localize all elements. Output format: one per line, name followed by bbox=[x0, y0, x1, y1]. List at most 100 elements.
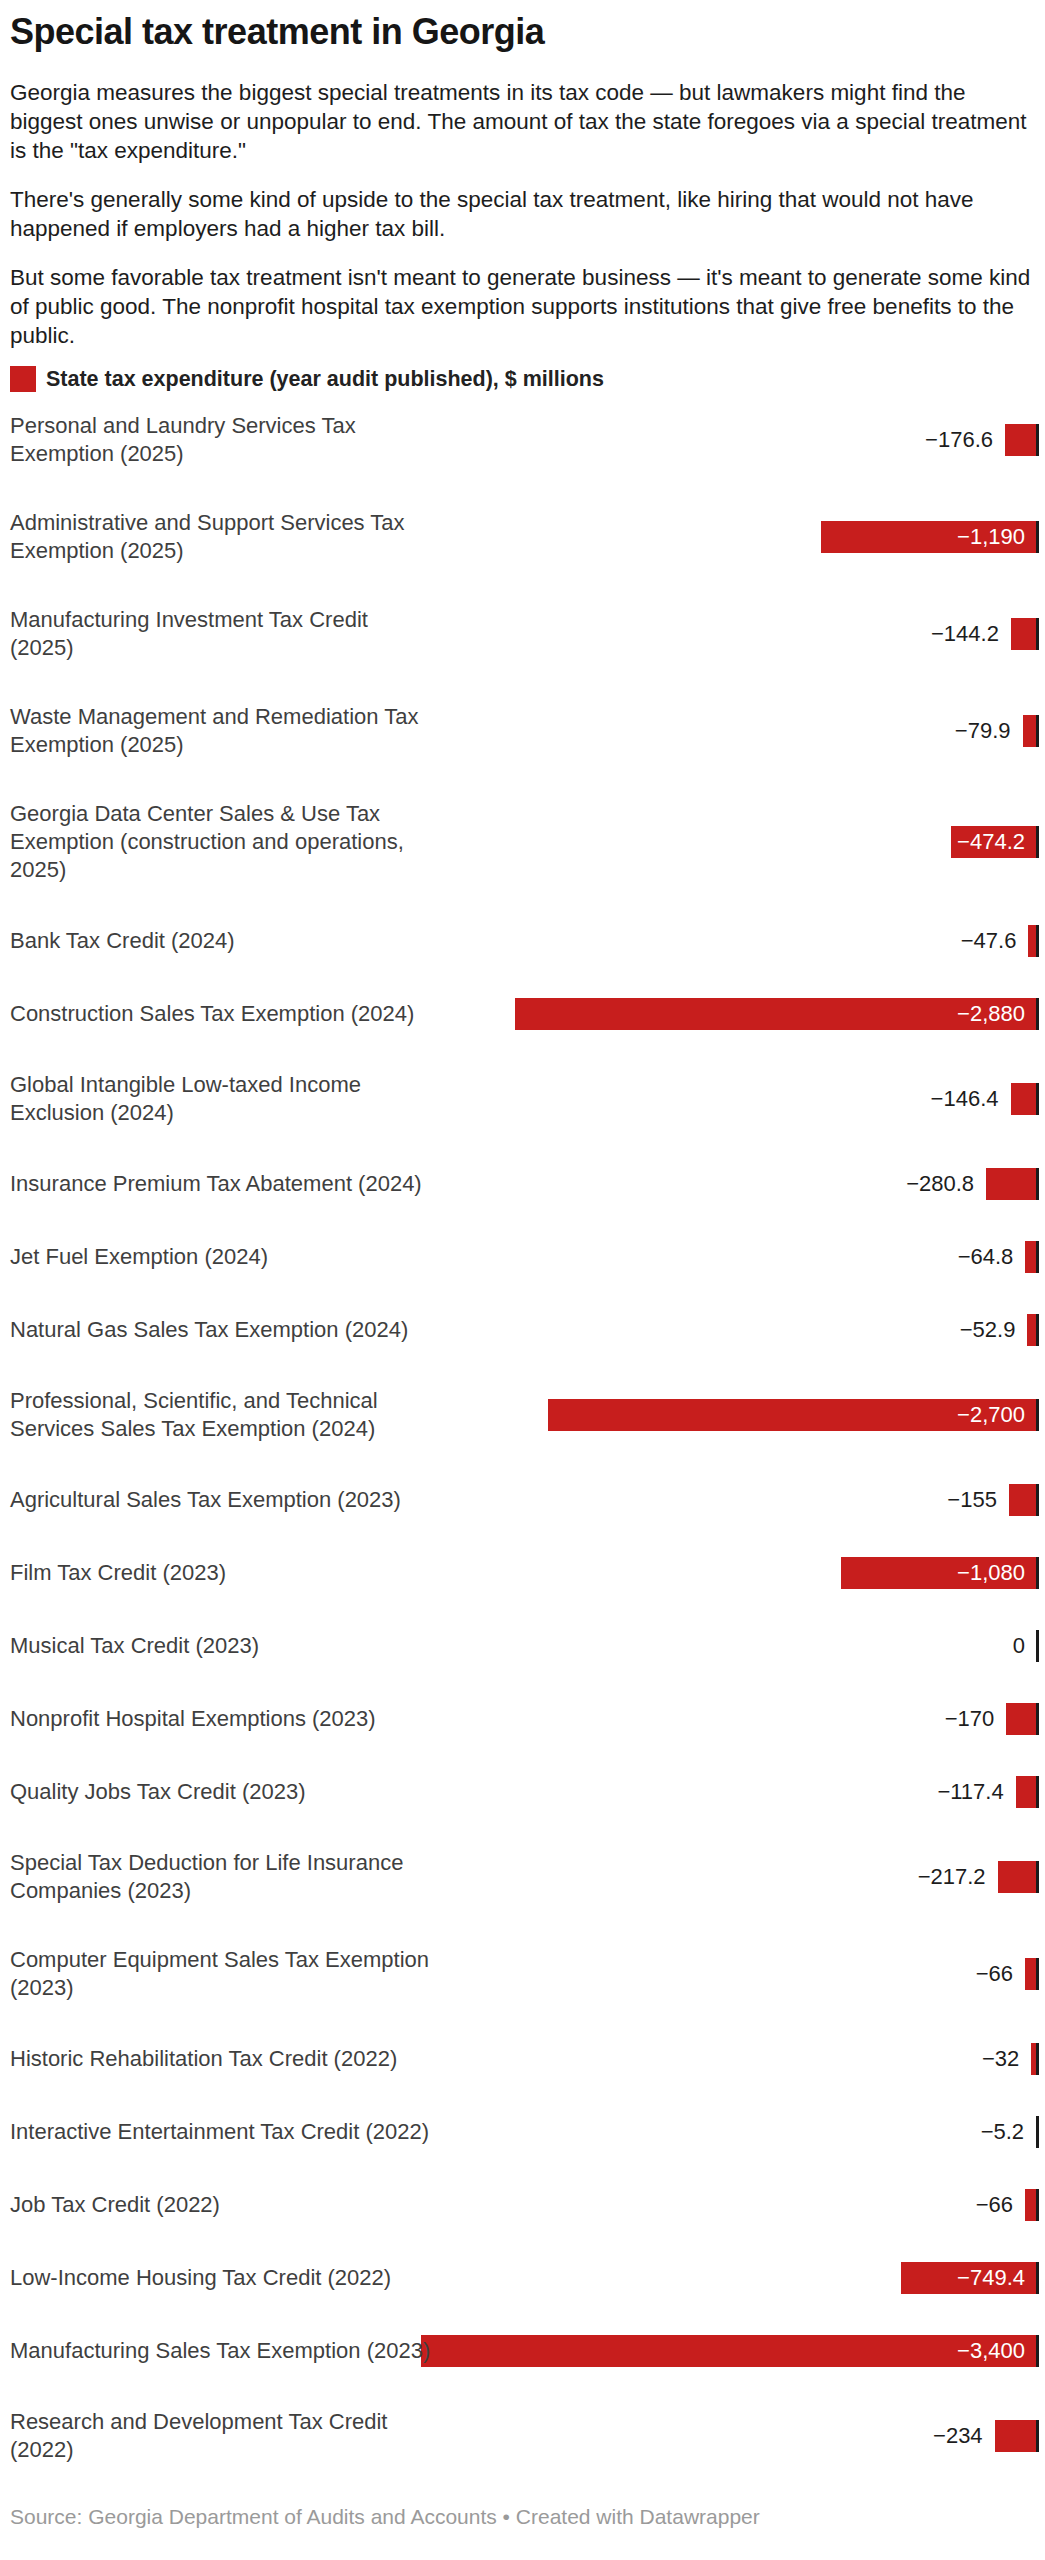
chart-row: Administrative and Support Services Tax … bbox=[10, 509, 1039, 565]
row-label: Global Intangible Low-taxed Income Exclu… bbox=[10, 1071, 361, 1127]
zero-baseline-tick bbox=[1036, 618, 1039, 650]
bar[interactable] bbox=[1005, 424, 1037, 456]
chart-row: Quality Jobs Tax Credit (2023) −117.4 bbox=[10, 1776, 1039, 1808]
zero-baseline-tick bbox=[1036, 1958, 1039, 1990]
zero-baseline-tick bbox=[1036, 1776, 1039, 1808]
chart-row: Natural Gas Sales Tax Exemption (2024) −5… bbox=[10, 1314, 1039, 1346]
chart-row: Insurance Premium Tax Abatement (2024) −2… bbox=[10, 1168, 1039, 1200]
row-label: Film Tax Credit (2023) bbox=[10, 1559, 226, 1587]
bar[interactable] bbox=[421, 2335, 1037, 2367]
chart-row: Jet Fuel Exemption (2024)−64.8 bbox=[10, 1241, 1039, 1273]
bar-value-label: −2,700 bbox=[957, 1399, 1025, 1431]
bar-value-label: −144.2 bbox=[931, 618, 999, 650]
chart-row: Waste Management and Remediation Tax Exe… bbox=[10, 703, 1039, 759]
bar[interactable] bbox=[1016, 1776, 1037, 1808]
zero-baseline-tick bbox=[1036, 2262, 1039, 2294]
row-label: Construction Sales Tax Exemption (2024) bbox=[10, 1000, 414, 1028]
bar-value-label: −1,190 bbox=[957, 521, 1025, 553]
bar-value-label: −170 bbox=[945, 1703, 995, 1735]
row-label: Computer Equipment Sales Tax Exemption (… bbox=[10, 1946, 429, 2002]
bar-value-label: −66 bbox=[976, 1958, 1013, 1990]
bar-value-label: −176.6 bbox=[925, 424, 993, 456]
bar[interactable] bbox=[1023, 715, 1038, 747]
chart-row: Computer Equipment Sales Tax Exemption (… bbox=[10, 1946, 1039, 2002]
zero-baseline-tick bbox=[1036, 2116, 1039, 2148]
chart-row: Research and Development Tax Credit (202… bbox=[10, 2408, 1039, 2464]
row-label: Administrative and Support Services Tax … bbox=[10, 509, 405, 565]
row-label: Insurance Premium Tax Abatement (2024) bbox=[10, 1170, 422, 1198]
chart-row: Manufacturing Sales Tax Exemption (2023)… bbox=[10, 2335, 1039, 2367]
chart-row: Construction Sales Tax Exemption (2024) −… bbox=[10, 998, 1039, 1030]
row-label: Quality Jobs Tax Credit (2023) bbox=[10, 1778, 306, 1806]
zero-baseline-tick bbox=[1036, 2335, 1039, 2367]
row-label: Waste Management and Remediation Tax Exe… bbox=[10, 703, 418, 759]
bar-value-label: −66 bbox=[976, 2189, 1013, 2221]
bar-value-label: 0 bbox=[1013, 1630, 1025, 1662]
row-label: Interactive Entertainment Tax Credit (20… bbox=[10, 2118, 429, 2146]
zero-baseline-tick bbox=[1036, 1314, 1039, 1346]
bar-value-label: −5.2 bbox=[981, 2116, 1024, 2148]
row-label: Agricultural Sales Tax Exemption (2023) bbox=[10, 1486, 401, 1514]
zero-baseline-tick bbox=[1036, 2189, 1039, 2221]
chart-row: Historic Rehabilitation Tax Credit (2022… bbox=[10, 2043, 1039, 2075]
bar[interactable] bbox=[1009, 1484, 1037, 1516]
bar-value-label: −1,080 bbox=[957, 1557, 1025, 1589]
bar-value-label: −47.6 bbox=[961, 925, 1017, 957]
bar[interactable] bbox=[995, 2420, 1037, 2452]
chart-row: Professional, Scientific, and Technical … bbox=[10, 1387, 1039, 1443]
bar[interactable] bbox=[986, 1168, 1037, 1200]
bar-value-label: −217.2 bbox=[918, 1861, 986, 1893]
bar[interactable] bbox=[1006, 1703, 1037, 1735]
row-label: Job Tax Credit (2022) bbox=[10, 2191, 220, 2219]
zero-baseline-tick bbox=[1036, 1703, 1039, 1735]
bar-value-label: −146.4 bbox=[931, 1083, 999, 1115]
zero-baseline-tick bbox=[1036, 1399, 1039, 1431]
intro-paragraph-2: There's generally some kind of upside to… bbox=[10, 185, 1032, 243]
zero-baseline-tick bbox=[1036, 1241, 1039, 1273]
bar-value-label: −749.4 bbox=[957, 2262, 1025, 2294]
zero-baseline-tick bbox=[1036, 424, 1039, 456]
chart-container: Special tax treatment in Georgia Georgia… bbox=[0, 0, 1045, 2560]
row-label: Nonprofit Hospital Exemptions (2023) bbox=[10, 1705, 376, 1733]
row-label: Professional, Scientific, and Technical … bbox=[10, 1387, 378, 1443]
bar-value-label: −2,880 bbox=[957, 998, 1025, 1030]
zero-baseline-tick bbox=[1036, 1861, 1039, 1893]
row-label: Low-Income Housing Tax Credit (2022) bbox=[10, 2264, 391, 2292]
bar-chart: Personal and Laundry Services Tax Exempt… bbox=[10, 412, 1039, 2464]
legend-swatch bbox=[10, 366, 36, 392]
chart-row: Georgia Data Center Sales & Use Tax Exem… bbox=[10, 800, 1039, 884]
bar-value-label: −280.8 bbox=[906, 1168, 974, 1200]
bar-value-label: −52.9 bbox=[960, 1314, 1016, 1346]
zero-baseline-tick bbox=[1036, 1630, 1039, 1662]
row-label: Musical Tax Credit (2023) bbox=[10, 1632, 259, 1660]
chart-row: Interactive Entertainment Tax Credit (20… bbox=[10, 2116, 1039, 2148]
bar-value-label: −32 bbox=[982, 2043, 1019, 2075]
row-label: Manufacturing Sales Tax Exemption (2023) bbox=[10, 2337, 430, 2365]
bar[interactable] bbox=[998, 1861, 1037, 1893]
legend: State tax expenditure (year audit publis… bbox=[10, 366, 1039, 392]
zero-baseline-tick bbox=[1036, 925, 1039, 957]
chart-row: Low-Income Housing Tax Credit (2022) −749… bbox=[10, 2262, 1039, 2294]
row-label: Natural Gas Sales Tax Exemption (2024) bbox=[10, 1316, 408, 1344]
chart-row: Job Tax Credit (2022) −66 bbox=[10, 2189, 1039, 2221]
zero-baseline-tick bbox=[1036, 1484, 1039, 1516]
bar[interactable] bbox=[1011, 1083, 1038, 1115]
bar-value-label: −64.8 bbox=[958, 1241, 1014, 1273]
zero-baseline-tick bbox=[1036, 521, 1039, 553]
bar-value-label: −474.2 bbox=[957, 826, 1025, 858]
bar-value-label: −234 bbox=[933, 2420, 983, 2452]
zero-baseline-tick bbox=[1036, 715, 1039, 747]
bar[interactable] bbox=[1011, 618, 1037, 650]
chart-row: Bank Tax Credit (2024) −47.6 bbox=[10, 925, 1039, 957]
zero-baseline-tick bbox=[1036, 2420, 1039, 2452]
chart-title: Special tax treatment in Georgia bbox=[10, 12, 1039, 52]
legend-label: State tax expenditure (year audit publis… bbox=[46, 367, 604, 392]
bar-value-label: −117.4 bbox=[937, 1776, 1003, 1808]
chart-row: Agricultural Sales Tax Exemption (2023)−… bbox=[10, 1484, 1039, 1516]
chart-row: Nonprofit Hospital Exemptions (2023) −170 bbox=[10, 1703, 1039, 1735]
zero-baseline-tick bbox=[1036, 1557, 1039, 1589]
row-label: Historic Rehabilitation Tax Credit (2022… bbox=[10, 2045, 397, 2073]
row-label: Bank Tax Credit (2024) bbox=[10, 927, 235, 955]
row-label: Special Tax Deduction for Life Insurance… bbox=[10, 1849, 403, 1905]
row-label: Personal and Laundry Services Tax Exempt… bbox=[10, 412, 356, 468]
